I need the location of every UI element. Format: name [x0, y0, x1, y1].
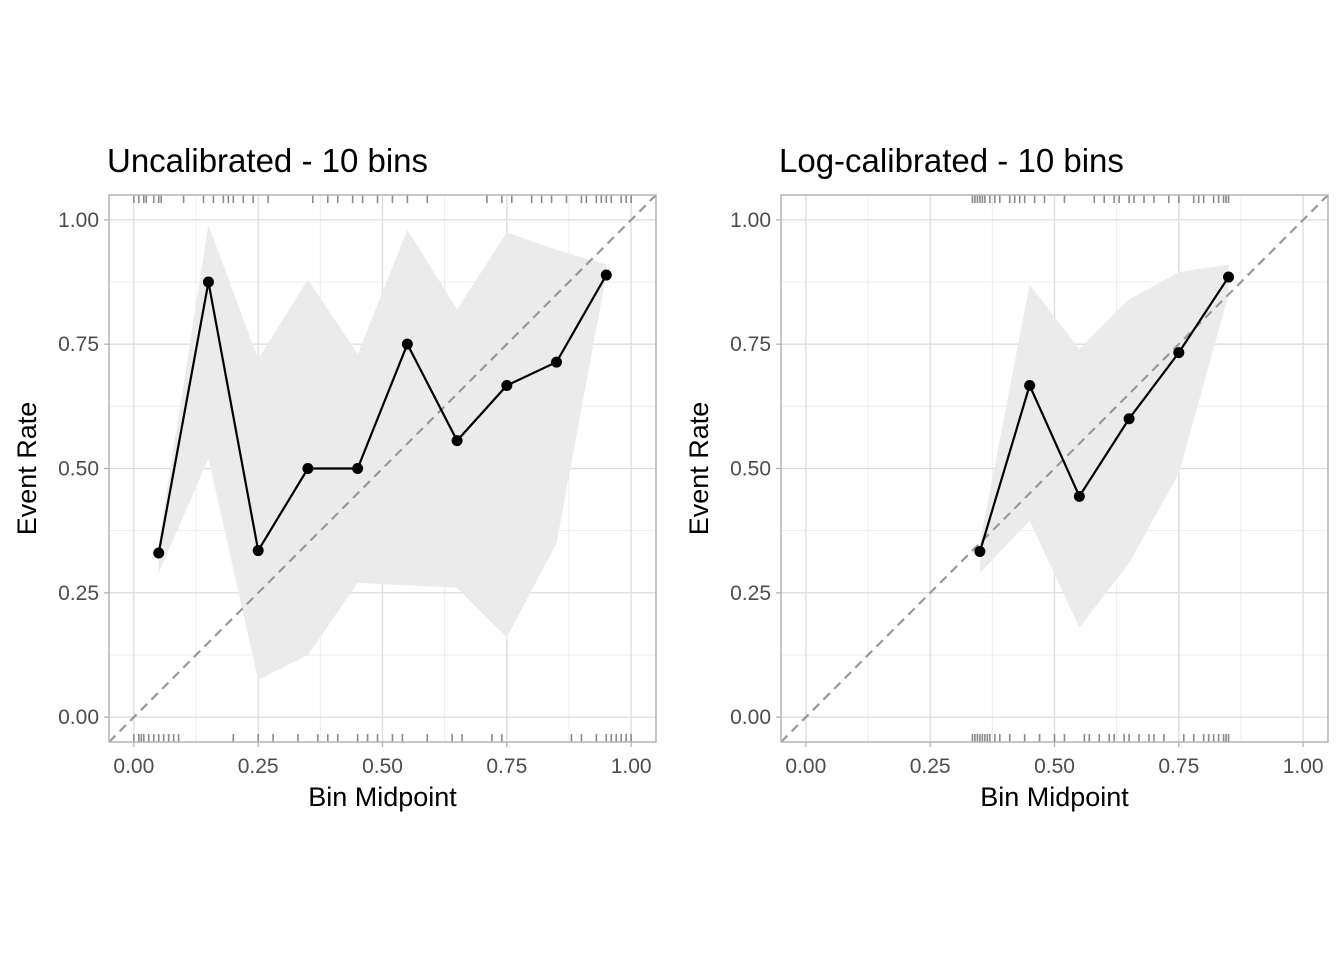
x-tick-label: 0.75 — [1158, 755, 1199, 778]
data-point — [1223, 271, 1235, 283]
data-point — [401, 338, 413, 350]
data-point — [1073, 490, 1085, 502]
y-tick-label: 0.75 — [730, 333, 771, 356]
x-tick-label: 0.00 — [113, 755, 154, 778]
rug-bottom — [971, 734, 1230, 742]
rug-top — [971, 195, 1230, 203]
data-point — [600, 269, 612, 281]
x-axis-label: Bin Midpoint — [980, 782, 1129, 812]
reference-diagonal — [109, 195, 656, 742]
x-tick-label: 0.25 — [238, 755, 279, 778]
data-point — [1024, 379, 1036, 391]
data-point — [252, 545, 264, 557]
data-point — [451, 435, 463, 447]
data-point — [1173, 347, 1185, 359]
panel-1: 0.00 0.25 0.50 0.75 1.00 0.00 0.25 0.50 0.75 1.00… — [12, 142, 657, 812]
rug-top — [133, 195, 632, 203]
data-point — [352, 463, 364, 474]
data-point — [1123, 413, 1135, 425]
data-point — [202, 276, 214, 288]
y-tick-label: 0.00 — [730, 706, 771, 729]
panel-content — [109, 195, 656, 742]
y-tick-label: 0.00 — [58, 706, 99, 729]
x-tick-label: 0.25 — [910, 755, 951, 778]
x-tick-label: 0.75 — [486, 755, 527, 778]
reference-diagonal — [781, 195, 1328, 742]
x-tick-label: 0.50 — [362, 755, 403, 778]
rug-bottom — [133, 734, 632, 742]
y-tick-label: 0.50 — [58, 458, 99, 481]
y-tick-label: 0.50 — [730, 458, 771, 481]
data-point — [501, 379, 513, 391]
chart-title: Uncalibrated - 10 bins — [107, 142, 428, 179]
chart-title: Log-calibrated - 10 bins — [779, 142, 1124, 179]
data-point — [974, 546, 986, 558]
data-point — [153, 547, 165, 559]
y-tick-label: 1.00 — [58, 209, 99, 232]
panel-content — [781, 195, 1328, 742]
y-tick-label: 0.25 — [58, 582, 99, 605]
panel-2: 0.00 0.25 0.50 0.75 1.00 0.00 0.25 0.50 0.75 1.00… — [684, 142, 1329, 812]
y-tick-label: 1.00 — [730, 209, 771, 232]
x-tick-label: 0.00 — [785, 755, 826, 778]
x-tick-label: 0.50 — [1034, 755, 1075, 778]
y-tick-label: 0.75 — [58, 333, 99, 356]
y-axis-label: Event Rate — [12, 402, 42, 536]
x-axis-label: Bin Midpoint — [308, 782, 457, 812]
y-axis-label: Event Rate — [684, 402, 714, 536]
series-line — [978, 276, 1230, 552]
data-point — [302, 463, 314, 474]
data-point — [551, 356, 563, 368]
y-tick-label: 0.25 — [730, 582, 771, 605]
x-tick-label: 1.00 — [611, 755, 652, 778]
series-line — [157, 274, 608, 554]
confidence-ribbon — [158, 224, 607, 680]
x-tick-label: 1.00 — [1283, 755, 1324, 778]
